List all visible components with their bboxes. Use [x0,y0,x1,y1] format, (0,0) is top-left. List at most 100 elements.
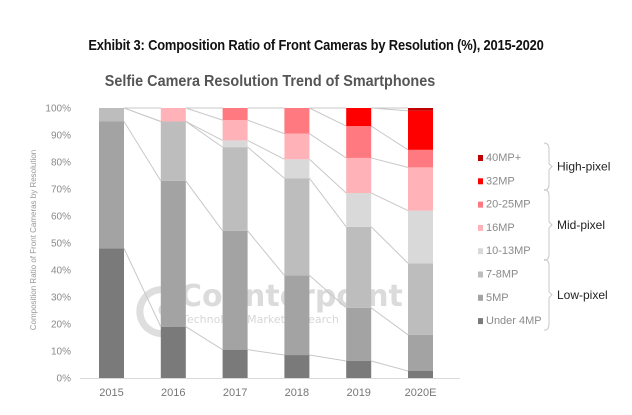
bar-segment-7-8mp-2019 [346,226,372,308]
legend-group-brace [543,189,553,261]
connector-line [185,326,223,351]
x-tick-label: 2019 [346,387,370,399]
y-tick-label: 0% [57,374,72,385]
connector-line [370,192,409,212]
connector-line [123,121,162,182]
connector-line [309,354,347,362]
legend-group-brace [543,259,553,331]
bar-segment-under-4mp-2018 [284,355,310,378]
bar-segment-7-8mp-2020e [408,263,433,335]
legend-swatch [478,201,483,208]
bar-segment-under-4mp-2019 [346,360,372,378]
bar-segment-16mp-2018 [284,133,310,160]
y-tick-label: 50% [51,239,71,250]
connector-line [371,157,409,168]
bar-segment-7-8mp-2015 [99,108,124,122]
bar-segment-20-25mp-2020e [408,149,433,168]
bar-segment-20-25mp-2019 [346,126,372,158]
connector-line [247,139,285,160]
bar-segment-16mp-2017 [222,120,248,141]
bar-segment-16mp-2020e [408,167,433,211]
legend-label: Under 4MP [486,315,542,327]
legend-swatch [478,294,483,301]
y-tick-label: 90% [51,131,71,142]
chart-title: Selfie Camera Resolution Trend of Smartp… [104,73,436,90]
exhibit-title: Exhibit 3: Composition Ratio of Front Ca… [88,37,544,54]
y-tick-label: 100% [45,104,71,115]
bar-segment-20-25mp-2017 [222,108,248,121]
bar-segment-10-13mp-2020e [408,210,433,264]
y-tick-label: 80% [51,158,71,169]
legend-swatch [478,271,483,278]
y-tick-label: 10% [51,347,71,358]
legend: 40MP+ 32MP 20-25MP 16MP 10-13MP 7-8MP 5MP Under… [478,142,610,331]
bar-segment-10-13mp-2017 [222,140,248,148]
legend-label: 5MP [486,292,509,304]
legend-label: 20-25MP [486,199,531,211]
y-tick-label: 30% [51,293,71,304]
axes: 0% 10% 20% 30% 40% 50% 60% 70% 80% 90% 100% 2015 201… [45,104,460,399]
legend-swatch [478,178,483,185]
bar-segment-under-4mp-2016 [160,326,186,378]
connector-line [370,125,409,151]
bar-segment-20-25mp-2018 [284,108,310,134]
legend-swatch [478,248,483,255]
connector-line [247,119,285,135]
bar-segment-5mp-2019 [346,307,372,361]
bars [99,108,433,378]
connector-line [371,360,409,372]
connector-line [185,180,224,232]
connector-line [123,248,162,327]
connector-line [309,177,347,228]
bar-segment-under-4mp-2017 [222,349,248,378]
legend-swatch [478,318,483,325]
legend-group-brace [543,142,553,191]
connector-line [185,121,223,148]
connector-line [185,107,223,121]
connector-line [247,230,285,276]
bar-segment-under-4mp-2015 [99,248,124,378]
watermark-tagline: Technology Market Research [181,313,339,326]
bar-segment-10-13mp-2018 [284,159,310,179]
connector-line [309,107,347,127]
x-tick-label: 2018 [285,387,309,399]
legend-swatch [478,155,483,161]
connector-line [185,121,223,141]
connector-line [247,146,285,179]
connector-line [123,107,161,122]
legend-group-label: High-pixel [557,160,610,174]
y-tick-label: 60% [51,212,71,223]
x-tick-label: 2017 [223,387,247,399]
y-tick-label: 40% [51,266,71,277]
legend-swatch [478,224,483,231]
connector-lines [123,107,409,372]
bar-segment-10-13mp-2019 [346,193,372,227]
bar-segment-5mp-2015 [99,121,124,249]
legend-group-label: Mid-pixel [557,218,605,232]
connector-line [247,349,285,356]
bar-segment-16mp-2016 [160,108,186,122]
bar-segment-7-8mp-2016 [160,121,186,181]
y-tick-label: 70% [51,185,71,196]
legend-label: 10-13MP [486,245,531,257]
y-tick-label: 20% [51,320,71,331]
y-axis-label: Composition Ratio of Front Cameras by Re… [29,150,38,331]
connector-line [370,307,409,336]
legend-label: 16MP [486,222,515,234]
connector-line [370,226,409,264]
bar-segment-40mp--2020e [408,108,433,111]
bar-segment-7-8mp-2018 [284,178,310,276]
x-tick-label: 2016 [161,387,185,399]
bar-segment-5mp-2018 [284,275,310,356]
x-tick-label: 2020E [405,387,437,399]
bar-segment-5mp-2016 [160,180,186,327]
legend-label: 32MP [486,175,515,187]
bar-segment-5mp-2017 [222,230,248,350]
legend-group-label: Low-pixel [557,288,608,302]
connector-line [309,275,347,309]
bar-segment-5mp-2020e [408,334,433,371]
legend-label: 7-8MP [486,269,518,281]
connector-line [309,133,347,159]
bar-segment-under-4mp-2020e [408,370,433,378]
